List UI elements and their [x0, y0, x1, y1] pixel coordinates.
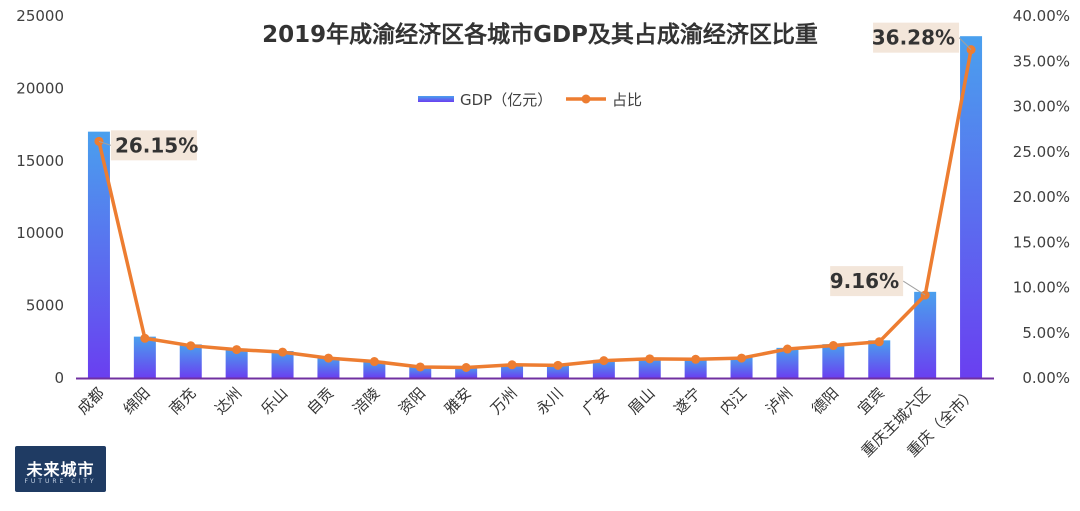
category-label: 泸州: [762, 384, 796, 418]
right-tick-label: 35.00%: [1013, 52, 1070, 70]
share-point-9: [507, 360, 517, 370]
bar-18: [914, 291, 937, 378]
share-point-16: [828, 341, 838, 351]
bar-9: [501, 364, 524, 378]
annotation-label: 26.15%: [115, 133, 198, 157]
share-point-14: [737, 353, 747, 363]
bar-11: [592, 359, 615, 378]
share-point-12: [645, 354, 655, 364]
chart-title: 2019年成渝经济区各城市GDP及其占成渝经济区比重: [262, 21, 818, 48]
bar-2: [179, 344, 202, 378]
bar-12: [638, 358, 661, 378]
left-axis: 0 5000 10000 15000 20000 25000: [16, 7, 64, 387]
share-point-10: [553, 360, 563, 370]
bar-1: [133, 336, 156, 378]
share-line: [97, 49, 973, 370]
right-tick-label: 25.00%: [1013, 143, 1070, 161]
category-label: 乐山: [257, 384, 291, 418]
bar-0: [87, 131, 110, 378]
annotation-leader-1: [902, 280, 926, 296]
right-tick-label: 0.00%: [1022, 369, 1070, 387]
bar-16: [822, 344, 845, 378]
annotation-leader-2: [958, 37, 972, 51]
bar-4: [271, 351, 294, 378]
right-tick-label: 15.00%: [1013, 233, 1070, 251]
category-label: 广安: [579, 384, 613, 418]
logo-text: 未来城市: [26, 460, 95, 479]
share-point-6: [369, 357, 379, 367]
legend-label-gdp: GDP（亿元）: [460, 91, 552, 109]
bar-14: [730, 357, 753, 378]
brand-logo: 未来城市 FUTURE CITY: [15, 446, 106, 492]
category-label: 南充: [166, 384, 200, 418]
category-label: 涪陵: [349, 384, 383, 418]
category-label: 成都: [74, 384, 108, 418]
category-label: 资阳: [395, 384, 429, 418]
share-point-13: [691, 354, 701, 364]
right-tick-label: 5.00%: [1022, 324, 1070, 342]
bar-6: [363, 360, 386, 378]
left-tick-label: 25000: [16, 7, 64, 25]
category-label: 德阳: [808, 384, 842, 418]
share-point-15: [782, 344, 792, 354]
bar-17: [868, 340, 891, 378]
x-axis-labels: 成都 绵阳 南充 达州 乐山 自贡 涪陵 资阳 雅安 万州 永川 广安 眉山 遂宁 内江 泸州 德阳 宜宾重庆主城…: [74, 384, 980, 460]
left-tick-label: 0: [54, 369, 64, 387]
right-tick-label: 30.00%: [1013, 98, 1070, 116]
annotation-label: 36.28%: [872, 26, 955, 50]
category-label: 雅安: [441, 384, 475, 418]
share-point-2: [186, 341, 196, 351]
right-tick-label: 40.00%: [1013, 7, 1070, 25]
line-series: [94, 45, 976, 373]
annotation-box-1: [830, 266, 904, 297]
bar-5: [317, 357, 340, 378]
legend-line-marker: [581, 94, 591, 104]
logo-subtext: FUTURE CITY: [24, 478, 97, 485]
category-label: 永川: [533, 384, 567, 418]
bar-13: [684, 358, 707, 378]
bar-15: [776, 347, 799, 378]
bar-10: [546, 364, 569, 378]
share-point-11: [599, 356, 609, 366]
category-label: 万州: [487, 384, 521, 418]
share-point-17: [874, 337, 884, 347]
bar-7: [409, 366, 432, 378]
category-label: 内江: [716, 384, 750, 418]
share-point-4: [278, 347, 288, 357]
annotation-box-2: [873, 22, 960, 53]
category-label: 达州: [212, 384, 246, 418]
annotation-leader-0: [98, 140, 112, 146]
legend-label-share: 占比: [612, 91, 642, 109]
bar-series: [76, 36, 994, 380]
left-tick-label: 10000: [16, 224, 64, 242]
legend-bar-swatch: [418, 96, 454, 102]
bar-3: [225, 348, 248, 378]
legend: GDP（亿元） 占比: [418, 91, 642, 109]
left-tick-label: 20000: [16, 79, 64, 97]
annotation-box-0: [110, 130, 197, 161]
right-tick-label: 10.00%: [1013, 279, 1070, 297]
bar-8: [455, 367, 478, 378]
category-label: 眉山: [625, 384, 659, 418]
annotations: 26.15% 9.16% 36.28%: [98, 22, 972, 297]
category-label: 绵阳: [120, 384, 154, 418]
category-label: 遂宁: [671, 384, 705, 418]
category-label: 自贡: [303, 384, 337, 418]
share-point-1: [140, 333, 150, 343]
left-tick-label: 5000: [26, 297, 64, 315]
annotation-label: 9.16%: [830, 269, 899, 293]
category-label: 宜宾: [854, 384, 888, 418]
bar-19: [960, 36, 983, 378]
share-point-8: [461, 363, 471, 373]
share-point-3: [232, 345, 242, 355]
left-tick-label: 15000: [16, 152, 64, 170]
share-point-5: [323, 353, 333, 363]
share-point-7: [415, 362, 425, 372]
right-tick-label: 20.00%: [1013, 188, 1070, 206]
right-axis: 0.00% 5.00% 10.00% 15.00% 20.00% 25.00% 30.00%…: [1013, 7, 1070, 387]
